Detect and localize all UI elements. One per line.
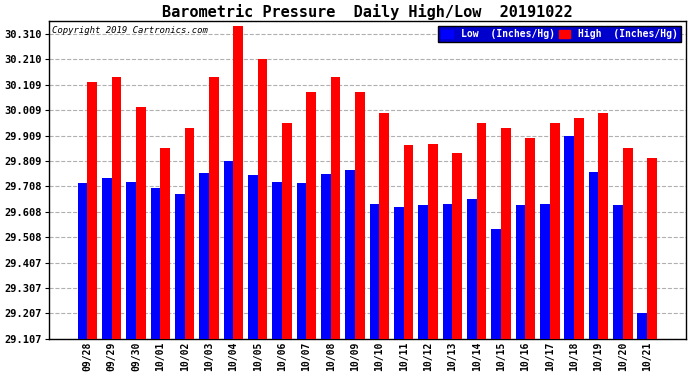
Bar [394, 207, 404, 339]
Bar [136, 108, 146, 339]
Bar [355, 92, 365, 339]
Bar [418, 205, 428, 339]
Text: Copyright 2019 Cartronics.com: Copyright 2019 Cartronics.com [52, 26, 208, 35]
Bar [88, 82, 97, 339]
Bar [404, 146, 413, 339]
Bar [443, 204, 453, 339]
Bar [175, 194, 185, 339]
Bar [638, 314, 647, 339]
Bar [185, 128, 195, 339]
Bar [370, 204, 380, 339]
Bar [598, 112, 608, 339]
Bar [550, 123, 560, 339]
Bar [515, 205, 525, 339]
Bar [297, 183, 306, 339]
Bar [428, 144, 438, 339]
Bar [501, 128, 511, 339]
Legend: Low  (Inches/Hg), High  (Inches/Hg): Low (Inches/Hg), High (Inches/Hg) [438, 26, 681, 42]
Bar [199, 173, 209, 339]
Bar [248, 175, 257, 339]
Bar [623, 148, 633, 339]
Bar [306, 92, 316, 339]
Bar [224, 160, 233, 339]
Bar [467, 199, 477, 339]
Bar [574, 118, 584, 339]
Bar [540, 204, 550, 339]
Bar [564, 136, 574, 339]
Bar [112, 77, 121, 339]
Bar [273, 182, 282, 339]
Bar [77, 183, 88, 339]
Bar [126, 182, 136, 339]
Bar [453, 153, 462, 339]
Bar [613, 205, 623, 339]
Bar [477, 123, 486, 339]
Title: Barometric Pressure  Daily High/Low  20191022: Barometric Pressure Daily High/Low 20191… [162, 4, 573, 20]
Bar [102, 178, 112, 339]
Bar [160, 148, 170, 339]
Bar [282, 123, 292, 339]
Bar [331, 77, 340, 339]
Bar [345, 170, 355, 339]
Bar [150, 189, 160, 339]
Bar [233, 26, 243, 339]
Bar [491, 229, 501, 339]
Bar [589, 172, 598, 339]
Bar [647, 158, 657, 339]
Bar [209, 77, 219, 339]
Bar [380, 112, 389, 339]
Bar [257, 59, 268, 339]
Bar [321, 174, 331, 339]
Bar [525, 138, 535, 339]
